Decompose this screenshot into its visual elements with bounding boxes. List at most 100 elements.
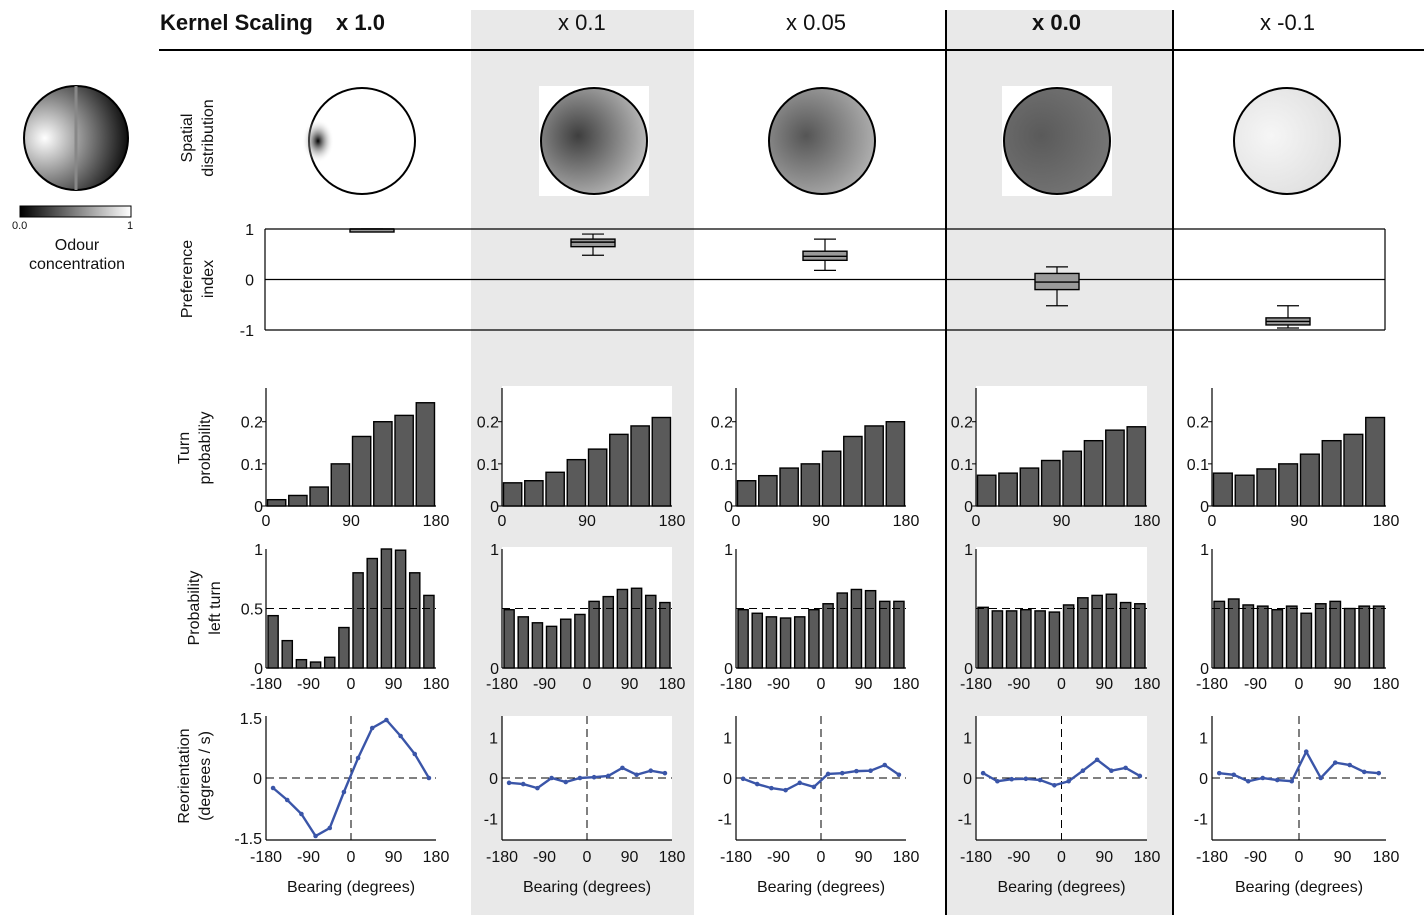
row-label-turn-2: probability xyxy=(197,412,214,485)
turn-probability-bar xyxy=(330,463,351,507)
row-label-spatial-2: distribution xyxy=(200,99,217,176)
turn-probability-bar xyxy=(1234,474,1255,507)
turn-probability-bar xyxy=(1321,439,1342,507)
left-turn-bar xyxy=(1242,604,1255,669)
turn-probability-bar xyxy=(609,433,629,507)
turn-ytick-label: 0.2 xyxy=(1187,415,1209,432)
left-ytick-label: 0 xyxy=(964,661,973,678)
left-turn-bar xyxy=(893,600,905,669)
reorientation-point xyxy=(591,774,597,780)
reorientation-point xyxy=(1361,769,1367,775)
reorientation-point xyxy=(1109,768,1114,774)
turn-probability-bar xyxy=(1299,453,1320,507)
left-xtick-label: 180 xyxy=(659,676,686,693)
spatial-distribution-arena xyxy=(1233,87,1341,195)
reorient-xtick-label: 0 xyxy=(347,849,356,866)
left-turn-bar xyxy=(630,587,643,669)
turn-ytick-label: 0.1 xyxy=(711,457,733,474)
turn-xtick-label: 90 xyxy=(812,513,830,530)
row-label-left-1: Probability xyxy=(186,571,203,646)
colorbar-min-label: 0.0 xyxy=(12,220,28,232)
left-ytick-label: 1 xyxy=(964,542,973,559)
reorientation-point xyxy=(577,775,583,781)
reorientation-point xyxy=(1123,765,1128,771)
turn-ytick-label: 0 xyxy=(724,499,733,516)
turn-probability-bar xyxy=(758,474,778,507)
reorientation-point xyxy=(634,772,639,778)
left-turn-bar xyxy=(1020,608,1032,669)
bearing-axis-label: Bearing (degrees) xyxy=(997,879,1125,896)
reorient-xtick-label: 90 xyxy=(385,849,403,866)
left-turn-bar xyxy=(751,612,764,669)
left-turn-bar xyxy=(1119,601,1132,669)
left-turn-bar xyxy=(864,589,877,669)
reorientation-point xyxy=(839,770,845,776)
left-ytick-label: 0 xyxy=(724,661,733,678)
reorient-ytick-label: 0 xyxy=(723,771,732,788)
left-turn-bar xyxy=(1300,612,1313,669)
legend-title-line1: Odour xyxy=(54,237,100,254)
left-turn-bar xyxy=(1105,593,1118,669)
left-xtick-label: -180 xyxy=(250,676,282,693)
turn-xtick-label: 0 xyxy=(972,513,981,530)
reorientation-point xyxy=(520,781,526,787)
left-xtick-label: -90 xyxy=(297,676,320,693)
turn-probability-bar xyxy=(821,450,842,507)
left-turn-bar xyxy=(1271,608,1284,669)
bearing-axis-label: Bearing (degrees) xyxy=(1235,879,1363,896)
left-xtick-label: 0 xyxy=(347,676,356,693)
left-ytick-label: 0 xyxy=(1200,661,1209,678)
reorientation-series-line xyxy=(742,763,900,792)
left-xtick-label: 180 xyxy=(1373,676,1400,693)
left-turn-bar xyxy=(352,572,364,669)
turn-xtick-label: 180 xyxy=(1134,513,1161,530)
left-xtick-label: 0 xyxy=(583,676,592,693)
reorient-ytick-label: 0 xyxy=(963,771,972,788)
left-turn-bar xyxy=(588,600,600,669)
preference-ytick-label: 0 xyxy=(245,273,254,290)
reorient-xtick-label: 0 xyxy=(1057,849,1066,866)
reorient-ytick-label: -1.5 xyxy=(234,831,262,848)
left-turn-bar xyxy=(1343,607,1356,669)
turn-probability-bar xyxy=(779,467,799,507)
reorient-xtick-label: 180 xyxy=(1134,849,1161,866)
odour-source-hotspot xyxy=(302,119,334,163)
turn-probability-bar xyxy=(502,482,523,507)
left-turn-bar xyxy=(338,626,350,669)
left-turn-bar xyxy=(1329,600,1342,669)
colorbar-max-label: 1 xyxy=(127,220,134,232)
row-label-turn-1: Turn xyxy=(176,432,193,464)
left-panel-bg xyxy=(1212,547,1386,668)
left-turn-bar xyxy=(281,639,294,669)
left-panel-bg xyxy=(976,547,1147,668)
bearing-axis-label: Bearing (degrees) xyxy=(287,879,415,896)
left-turn-bar xyxy=(808,608,820,669)
reorientation-point xyxy=(1037,777,1043,783)
left-ytick-label: 1 xyxy=(490,542,499,559)
reorientation-point xyxy=(854,768,859,774)
left-turn-bar xyxy=(765,616,778,669)
turn-xtick-label: 90 xyxy=(342,513,360,530)
turn-xtick-label: 180 xyxy=(893,513,920,530)
column-header-3: x 0.05 xyxy=(786,10,846,35)
left-turn-bar xyxy=(1358,605,1371,669)
left-xtick-label: 90 xyxy=(621,676,639,693)
reorient-xtick-label: -90 xyxy=(1007,849,1030,866)
turn-probability-bar xyxy=(1062,450,1083,507)
turn-xtick-label: 0 xyxy=(498,513,507,530)
left-turn-bar xyxy=(267,614,279,669)
reorientation-point xyxy=(563,779,569,785)
row-label-preference-1: Preference xyxy=(179,240,196,318)
reorientation-point xyxy=(1052,782,1057,788)
left-turn-bar xyxy=(878,600,891,669)
left-turn-bar xyxy=(1091,594,1103,669)
left-xtick-label: -90 xyxy=(1007,676,1030,693)
left-turn-bar xyxy=(779,617,792,669)
left-turn-bar xyxy=(517,616,530,669)
reorientation-point xyxy=(811,784,817,790)
reorient-ytick-label: -1 xyxy=(1194,811,1208,828)
turn-probability-bar xyxy=(266,498,287,507)
odour-concentration-label: Odour concentration xyxy=(18,236,136,274)
left-xtick-label: 90 xyxy=(1334,676,1352,693)
